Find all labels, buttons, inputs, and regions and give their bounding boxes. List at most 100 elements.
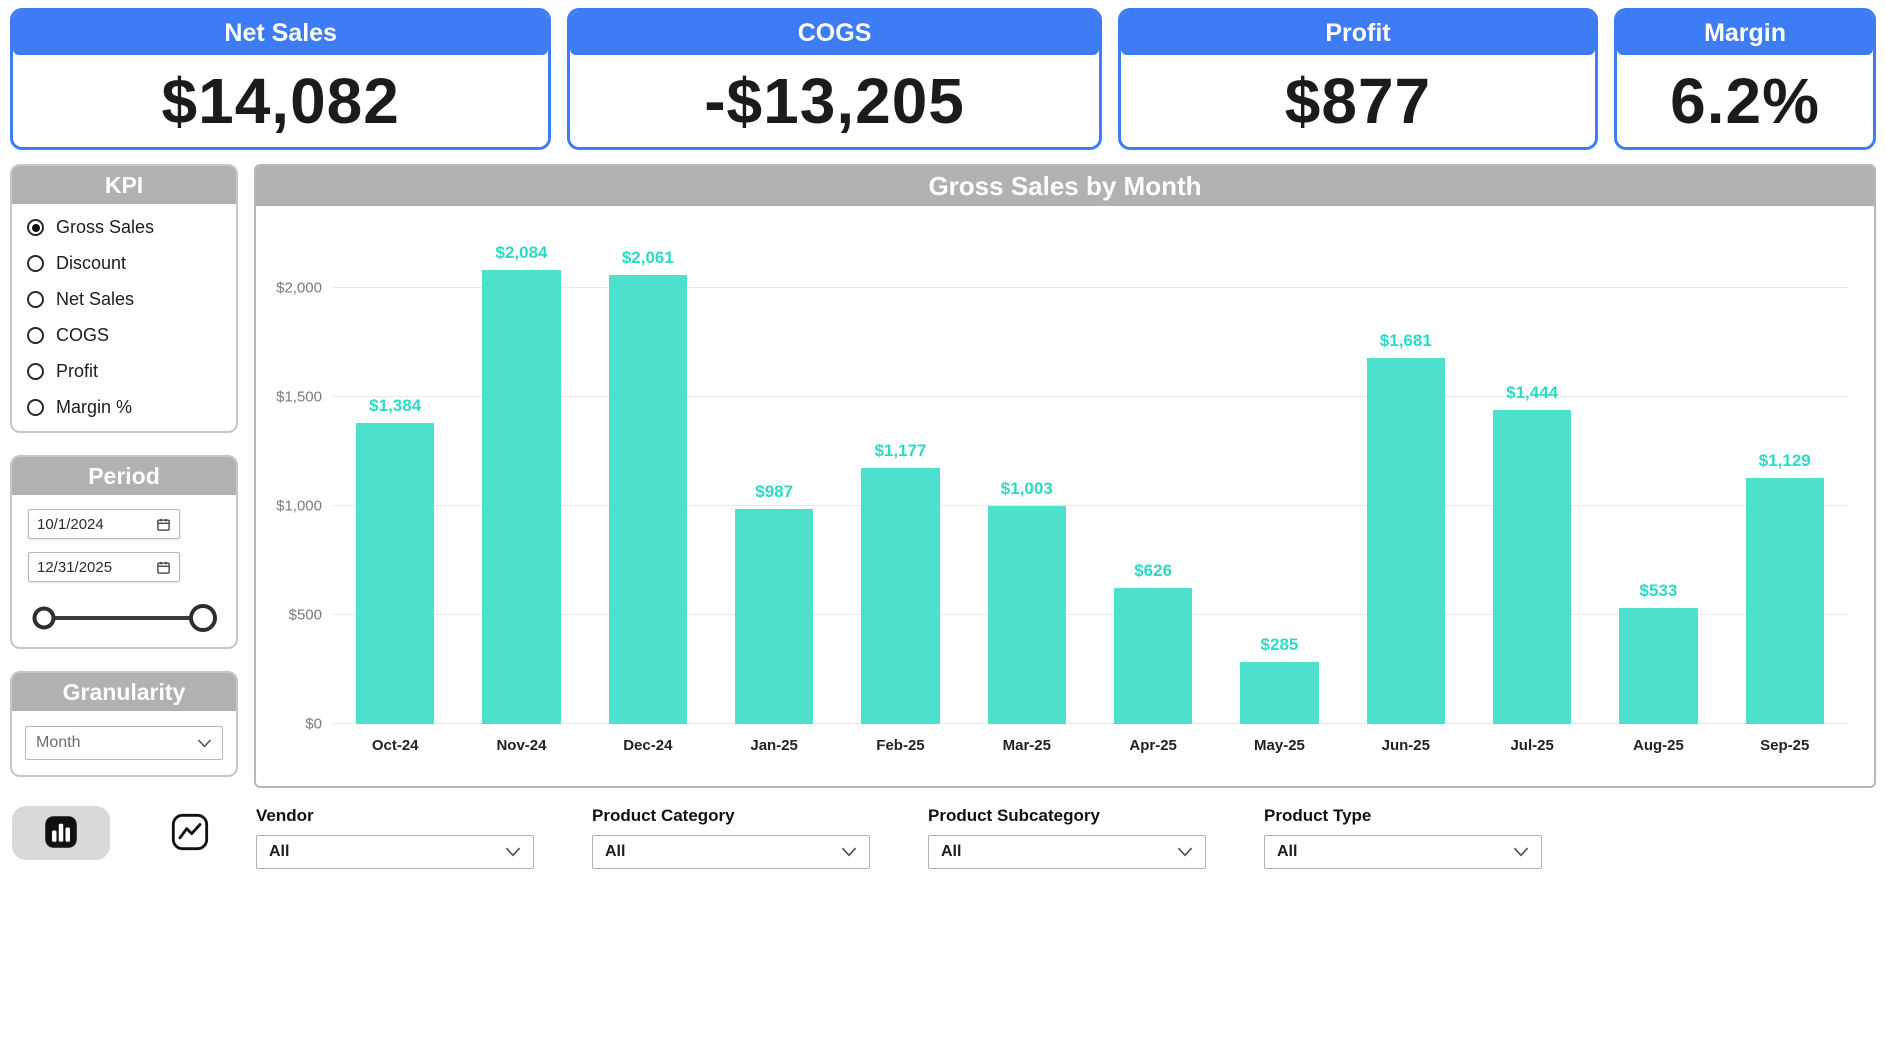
radio-button-icon[interactable] xyxy=(27,363,44,380)
line-chart-icon xyxy=(170,812,210,855)
chevron-down-icon xyxy=(505,847,521,857)
kpi-card-title: Margin xyxy=(1617,11,1873,55)
filter-label: Vendor xyxy=(256,806,314,825)
calendar-icon[interactable] xyxy=(156,560,171,575)
radio-button-icon[interactable] xyxy=(27,255,44,272)
kpi-option-label: COGS xyxy=(56,325,110,345)
kpi-card-title: COGS xyxy=(570,11,1099,55)
bar-slot: $1,681 xyxy=(1343,234,1469,724)
chevron-down-icon xyxy=(1177,847,1193,857)
slider-track[interactable] xyxy=(40,616,208,620)
granularity-panel-title: Granularity xyxy=(12,673,236,711)
end-date-value: 12/31/2025 xyxy=(37,558,113,576)
bottom-row: Vendor All Product Category All Product … xyxy=(10,806,1876,869)
y-axis-tick-label: $500 xyxy=(288,606,322,624)
chevron-down-icon xyxy=(197,738,212,748)
chart-area: $0 $500 $1,000 $1,500 $2,000 $1,384 $2,084 $2,… xyxy=(256,206,1874,786)
end-date-input[interactable]: 12/31/2025 xyxy=(28,552,180,582)
radio-button-icon[interactable] xyxy=(27,291,44,308)
x-axis-label: Mar-25 xyxy=(1002,736,1051,754)
x-axis-label: Feb-25 xyxy=(876,736,925,754)
granularity-body: Month xyxy=(12,711,236,775)
bar[interactable] xyxy=(608,275,687,724)
kpi-option-net-sales[interactable]: Net Sales xyxy=(27,289,221,310)
bar[interactable] xyxy=(1745,478,1824,724)
kpi-selector-panel: KPI Gross Sales Discount Net Sales COGS Prof… xyxy=(10,164,238,433)
bar-chart-view-button[interactable] xyxy=(12,806,110,860)
y-axis-tick-label: $0 xyxy=(305,715,322,733)
filter-label: Product Type xyxy=(1264,806,1372,825)
start-date-input[interactable]: 10/1/2024 xyxy=(28,509,180,539)
kpi-option-margin[interactable]: Margin % xyxy=(27,397,221,418)
product-type-select[interactable]: All xyxy=(1264,835,1542,869)
bar-value-label: $1,129 xyxy=(1758,451,1811,471)
kpi-option-gross-sales[interactable]: Gross Sales xyxy=(27,217,221,238)
bar-slot: $1,003 xyxy=(964,234,1090,724)
kpi-option-cogs[interactable]: COGS xyxy=(27,325,221,346)
period-range-slider[interactable] xyxy=(28,595,220,641)
filter-value: All xyxy=(269,843,290,860)
line-chart-view-button[interactable] xyxy=(160,806,220,860)
main-row: KPI Gross Sales Discount Net Sales COGS Prof… xyxy=(10,164,1876,788)
bar-slot: $285 xyxy=(1216,234,1342,724)
y-axis-tick-label: $1,500 xyxy=(276,388,322,406)
period-body: 10/1/2024 12/31/2025 xyxy=(12,495,236,647)
x-axis-label: May-25 xyxy=(1254,736,1305,754)
granularity-panel: Granularity Month xyxy=(10,671,238,777)
bar[interactable] xyxy=(1492,409,1572,724)
bar[interactable] xyxy=(734,509,814,724)
bar-slot: $2,061 xyxy=(585,234,711,724)
filter-product-category: Product Category All xyxy=(592,806,870,869)
x-axis-label: Sep-25 xyxy=(1760,736,1810,754)
radio-button-icon[interactable] xyxy=(27,399,44,416)
x-labels: Oct-24 Nov-24 Dec-24 Jan-25 Feb-25 Mar-25 Apr-… xyxy=(332,724,1848,766)
product-subcategory-select[interactable]: All xyxy=(928,835,1206,869)
kpi-card-value: -$13,205 xyxy=(704,65,965,137)
kpi-option-label: Gross Sales xyxy=(56,217,155,237)
kpi-card-title: Net Sales xyxy=(13,11,549,55)
kpi-card-value: $877 xyxy=(1284,65,1432,137)
bar[interactable] xyxy=(482,270,561,724)
period-panel-title: Period xyxy=(12,457,236,495)
calendar-icon[interactable] xyxy=(156,517,171,532)
kpi-option-discount[interactable]: Discount xyxy=(27,253,221,274)
filter-value: All xyxy=(605,843,626,860)
bar-value-label: $987 xyxy=(755,482,794,502)
bar[interactable] xyxy=(1366,357,1445,724)
slider-start-handle[interactable] xyxy=(32,606,56,630)
bar[interactable] xyxy=(987,505,1066,724)
granularity-select[interactable]: Month xyxy=(25,726,223,760)
kpi-card-row: Net Sales $14,082 COGS -$13,205 Profit $… xyxy=(10,8,1876,150)
chevron-down-icon xyxy=(1513,847,1529,857)
x-axis-label: Oct-24 xyxy=(371,736,419,754)
radio-button-icon[interactable] xyxy=(27,327,44,344)
radio-button-icon[interactable] xyxy=(27,219,44,236)
x-axis-label: Apr-25 xyxy=(1129,736,1177,754)
plot-column: $1,384 $2,084 $2,061 $987 $1,177 $1,003 $626 $2… xyxy=(332,234,1848,782)
bar-value-label: $285 xyxy=(1260,634,1299,654)
bar[interactable] xyxy=(1619,607,1698,724)
chart-title: Gross Sales by Month xyxy=(256,166,1874,206)
bar-slot: $1,444 xyxy=(1469,234,1595,724)
y-axis-tick-label: $2,000 xyxy=(276,279,322,297)
bar-value-label: $1,444 xyxy=(1506,382,1559,402)
chart-plot: $1,384 $2,084 $2,061 $987 $1,177 $1,003 $626 $2… xyxy=(332,234,1848,724)
filter-value: All xyxy=(941,843,962,860)
kpi-option-profit[interactable]: Profit xyxy=(27,361,221,382)
bar-value-label: $2,061 xyxy=(621,248,674,268)
slider-end-handle[interactable] xyxy=(189,604,217,632)
sidebar: KPI Gross Sales Discount Net Sales COGS Prof… xyxy=(10,164,238,788)
bar[interactable] xyxy=(861,467,940,724)
bar-value-label: $533 xyxy=(1639,580,1678,600)
bar[interactable] xyxy=(1240,661,1319,724)
kpi-option-label: Profit xyxy=(56,361,99,381)
product-category-select[interactable]: All xyxy=(592,835,870,869)
vendor-select[interactable]: All xyxy=(256,835,534,869)
view-toggle xyxy=(10,806,256,860)
chevron-down-icon xyxy=(841,847,857,857)
filter-value: All xyxy=(1277,843,1298,860)
kpi-card-cogs: COGS -$13,205 xyxy=(567,8,1102,150)
filter-bar: Vendor All Product Category All Product … xyxy=(256,806,1542,869)
bar[interactable] xyxy=(1113,587,1193,724)
bar[interactable] xyxy=(356,422,435,724)
